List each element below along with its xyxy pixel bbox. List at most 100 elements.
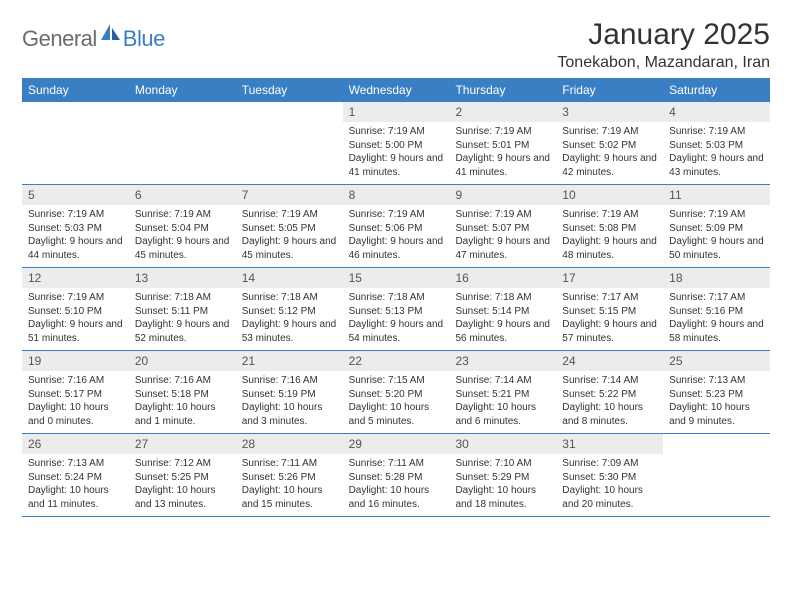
daylight-text: Daylight: 9 hours and 41 minutes. — [455, 152, 550, 179]
day-cell: 8Sunrise: 7:19 AMSunset: 5:06 PMDaylight… — [343, 185, 450, 267]
day-number: 26 — [22, 434, 129, 454]
daylight-text: Daylight: 10 hours and 9 minutes. — [669, 401, 764, 428]
sunrise-text: Sunrise: 7:19 AM — [349, 125, 444, 139]
day-cell: 25Sunrise: 7:13 AMSunset: 5:23 PMDayligh… — [663, 351, 770, 433]
day-info: Sunrise: 7:10 AMSunset: 5:29 PMDaylight:… — [449, 454, 556, 515]
daylight-text: Daylight: 9 hours and 52 minutes. — [135, 318, 230, 345]
day-info: Sunrise: 7:13 AMSunset: 5:23 PMDaylight:… — [663, 371, 770, 432]
day-header-monday: Monday — [129, 78, 236, 102]
daylight-text: Daylight: 9 hours and 54 minutes. — [349, 318, 444, 345]
sunrise-text: Sunrise: 7:19 AM — [455, 125, 550, 139]
header: General Blue January 2025 Tonekabon, Maz… — [22, 18, 770, 72]
day-info: Sunrise: 7:16 AMSunset: 5:17 PMDaylight:… — [22, 371, 129, 432]
daylight-text: Daylight: 10 hours and 1 minute. — [135, 401, 230, 428]
sunset-text: Sunset: 5:26 PM — [242, 471, 337, 485]
day-number: 14 — [236, 268, 343, 288]
day-number: 23 — [449, 351, 556, 371]
daylight-text: Daylight: 10 hours and 15 minutes. — [242, 484, 337, 511]
day-cell: 19Sunrise: 7:16 AMSunset: 5:17 PMDayligh… — [22, 351, 129, 433]
sunrise-text: Sunrise: 7:19 AM — [562, 208, 657, 222]
sunrise-text: Sunrise: 7:18 AM — [349, 291, 444, 305]
daylight-text: Daylight: 10 hours and 0 minutes. — [28, 401, 123, 428]
day-cell: 31Sunrise: 7:09 AMSunset: 5:30 PMDayligh… — [556, 434, 663, 516]
day-cell: 29Sunrise: 7:11 AMSunset: 5:28 PMDayligh… — [343, 434, 450, 516]
sunrise-text: Sunrise: 7:19 AM — [28, 208, 123, 222]
sunset-text: Sunset: 5:30 PM — [562, 471, 657, 485]
day-number: 28 — [236, 434, 343, 454]
day-info: Sunrise: 7:18 AMSunset: 5:14 PMDaylight:… — [449, 288, 556, 349]
sunset-text: Sunset: 5:10 PM — [28, 305, 123, 319]
daylight-text: Daylight: 10 hours and 5 minutes. — [349, 401, 444, 428]
daylight-text: Daylight: 9 hours and 57 minutes. — [562, 318, 657, 345]
page-title: January 2025 — [557, 18, 770, 52]
sunset-text: Sunset: 5:01 PM — [455, 139, 550, 153]
daylight-text: Daylight: 10 hours and 3 minutes. — [242, 401, 337, 428]
sunset-text: Sunset: 5:07 PM — [455, 222, 550, 236]
sunrise-text: Sunrise: 7:18 AM — [455, 291, 550, 305]
day-number: 19 — [22, 351, 129, 371]
day-info: Sunrise: 7:11 AMSunset: 5:28 PMDaylight:… — [343, 454, 450, 515]
day-number: 27 — [129, 434, 236, 454]
sunrise-text: Sunrise: 7:16 AM — [242, 374, 337, 388]
sunrise-text: Sunrise: 7:19 AM — [349, 208, 444, 222]
week-row: 12Sunrise: 7:19 AMSunset: 5:10 PMDayligh… — [22, 268, 770, 351]
day-number: 13 — [129, 268, 236, 288]
sunrise-text: Sunrise: 7:09 AM — [562, 457, 657, 471]
sunrise-text: Sunrise: 7:19 AM — [669, 125, 764, 139]
day-header-tuesday: Tuesday — [236, 78, 343, 102]
week-row: 26Sunrise: 7:13 AMSunset: 5:24 PMDayligh… — [22, 434, 770, 517]
day-number: 22 — [343, 351, 450, 371]
sunset-text: Sunset: 5:17 PM — [28, 388, 123, 402]
sunrise-text: Sunrise: 7:19 AM — [242, 208, 337, 222]
week-row: 5Sunrise: 7:19 AMSunset: 5:03 PMDaylight… — [22, 185, 770, 268]
day-header-friday: Friday — [556, 78, 663, 102]
day-number: 10 — [556, 185, 663, 205]
day-number: 15 — [343, 268, 450, 288]
sunrise-text: Sunrise: 7:19 AM — [28, 291, 123, 305]
daylight-text: Daylight: 10 hours and 11 minutes. — [28, 484, 123, 511]
daylight-text: Daylight: 10 hours and 8 minutes. — [562, 401, 657, 428]
sunrise-text: Sunrise: 7:14 AM — [455, 374, 550, 388]
sunrise-text: Sunrise: 7:16 AM — [28, 374, 123, 388]
sunset-text: Sunset: 5:19 PM — [242, 388, 337, 402]
sunset-text: Sunset: 5:06 PM — [349, 222, 444, 236]
day-info: Sunrise: 7:14 AMSunset: 5:22 PMDaylight:… — [556, 371, 663, 432]
sunrise-text: Sunrise: 7:13 AM — [669, 374, 764, 388]
day-info: Sunrise: 7:19 AMSunset: 5:01 PMDaylight:… — [449, 122, 556, 183]
daylight-text: Daylight: 9 hours and 47 minutes. — [455, 235, 550, 262]
day-cell: 3Sunrise: 7:19 AMSunset: 5:02 PMDaylight… — [556, 102, 663, 184]
day-info: Sunrise: 7:19 AMSunset: 5:07 PMDaylight:… — [449, 205, 556, 266]
day-cell: 16Sunrise: 7:18 AMSunset: 5:14 PMDayligh… — [449, 268, 556, 350]
day-info: Sunrise: 7:18 AMSunset: 5:11 PMDaylight:… — [129, 288, 236, 349]
sunset-text: Sunset: 5:24 PM — [28, 471, 123, 485]
sunset-text: Sunset: 5:05 PM — [242, 222, 337, 236]
day-header-saturday: Saturday — [663, 78, 770, 102]
sunset-text: Sunset: 5:08 PM — [562, 222, 657, 236]
sunset-text: Sunset: 5:11 PM — [135, 305, 230, 319]
day-number: 11 — [663, 185, 770, 205]
sunset-text: Sunset: 5:03 PM — [669, 139, 764, 153]
day-number: 25 — [663, 351, 770, 371]
day-info: Sunrise: 7:19 AMSunset: 5:03 PMDaylight:… — [22, 205, 129, 266]
daylight-text: Daylight: 9 hours and 50 minutes. — [669, 235, 764, 262]
daylight-text: Daylight: 9 hours and 58 minutes. — [669, 318, 764, 345]
sunrise-text: Sunrise: 7:10 AM — [455, 457, 550, 471]
daylight-text: Daylight: 9 hours and 42 minutes. — [562, 152, 657, 179]
day-number: 18 — [663, 268, 770, 288]
day-cell: 22Sunrise: 7:15 AMSunset: 5:20 PMDayligh… — [343, 351, 450, 433]
day-number: 3 — [556, 102, 663, 122]
day-number: 1 — [343, 102, 450, 122]
day-cell: 24Sunrise: 7:14 AMSunset: 5:22 PMDayligh… — [556, 351, 663, 433]
day-info: Sunrise: 7:18 AMSunset: 5:12 PMDaylight:… — [236, 288, 343, 349]
sunset-text: Sunset: 5:14 PM — [455, 305, 550, 319]
daylight-text: Daylight: 9 hours and 51 minutes. — [28, 318, 123, 345]
day-number: 24 — [556, 351, 663, 371]
day-info: Sunrise: 7:19 AMSunset: 5:03 PMDaylight:… — [663, 122, 770, 183]
day-info: Sunrise: 7:14 AMSunset: 5:21 PMDaylight:… — [449, 371, 556, 432]
sunset-text: Sunset: 5:23 PM — [669, 388, 764, 402]
sunrise-text: Sunrise: 7:18 AM — [135, 291, 230, 305]
sunrise-text: Sunrise: 7:16 AM — [135, 374, 230, 388]
week-row: ...1Sunrise: 7:19 AMSunset: 5:00 PMDayli… — [22, 102, 770, 185]
day-cell: 30Sunrise: 7:10 AMSunset: 5:29 PMDayligh… — [449, 434, 556, 516]
sunrise-text: Sunrise: 7:14 AM — [562, 374, 657, 388]
